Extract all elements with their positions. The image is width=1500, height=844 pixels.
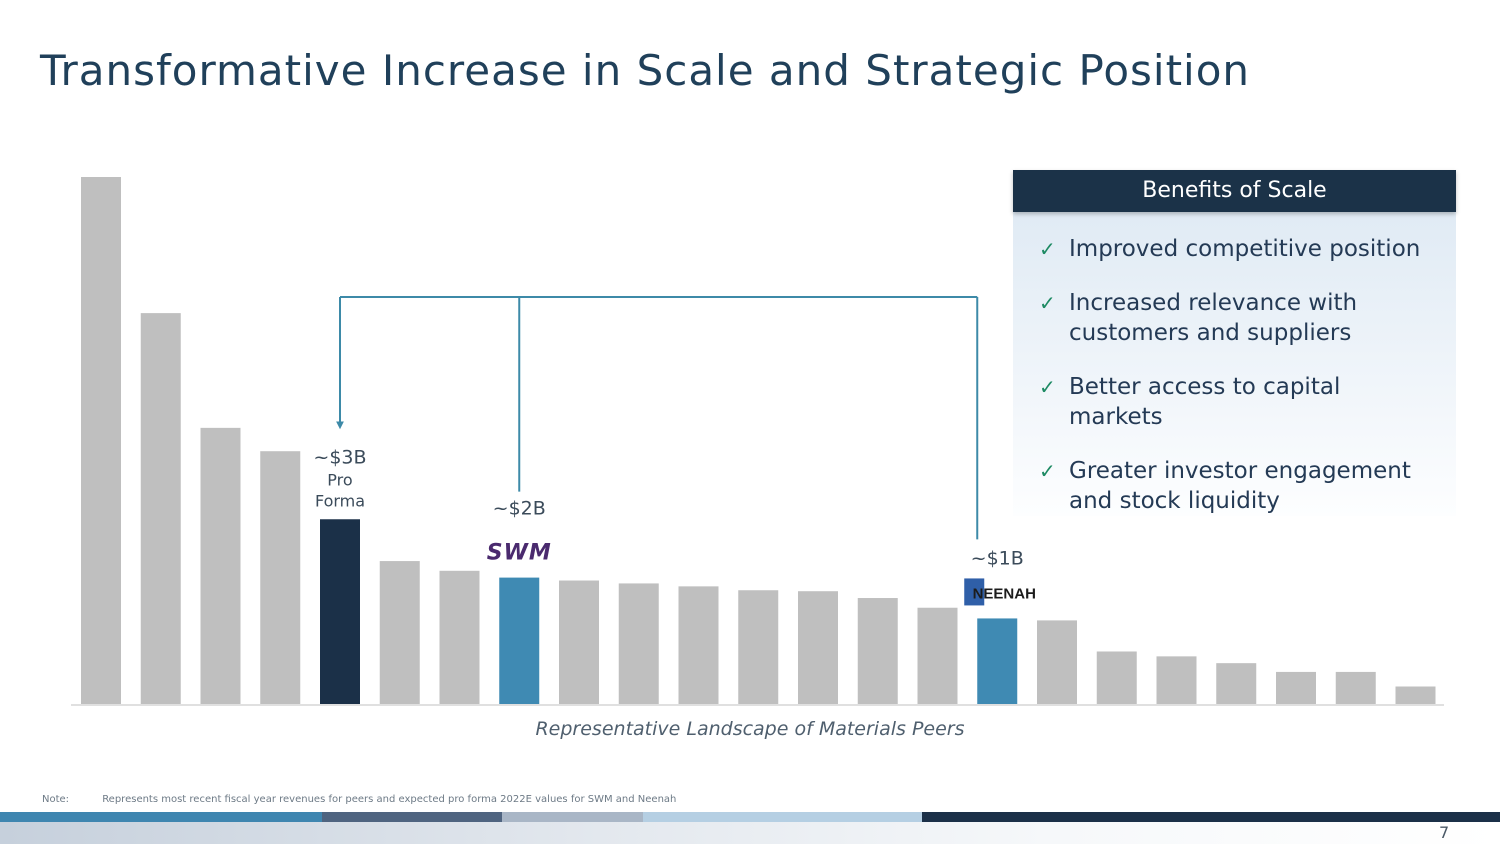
- bar-peer-2: [140, 313, 181, 704]
- bar-sublabel: Forma: [315, 491, 365, 510]
- bar-pro-forma: [320, 519, 360, 704]
- benefit-text: Better access to capital markets: [1069, 374, 1341, 430]
- benefit-item: ✓ Increased relevance with customers and…: [1039, 288, 1456, 348]
- bar-neenah: [977, 618, 1018, 704]
- footer-texture: [0, 822, 1500, 844]
- bar-peer-21: [1276, 671, 1316, 704]
- footer-band-segment: [0, 812, 322, 822]
- benefit-item: ✓ Improved competitive position: [1039, 234, 1456, 264]
- connector-arrows: [336, 296, 979, 540]
- bar-peer-4: [260, 451, 301, 704]
- bar-peer-11: [678, 586, 719, 704]
- benefit-text: Improved competitive position: [1069, 236, 1421, 262]
- slide-title: Transformative Increase in Scale and Str…: [40, 46, 1251, 95]
- bar-sublabel: Pro: [327, 470, 352, 489]
- neenah-logo: NEENAH: [973, 585, 1036, 602]
- bar-value-label: ~$2B: [493, 498, 546, 520]
- bars-layer: [81, 177, 1436, 704]
- footnote-text: Represents most recent fiscal year reven…: [102, 794, 677, 805]
- bar-peer-23: [1395, 686, 1436, 704]
- bar-peer-7: [439, 570, 480, 704]
- bar-peer-12: [738, 590, 779, 704]
- benefits-header: Benefits of Scale: [1013, 170, 1456, 212]
- bar-peer-14: [857, 598, 898, 704]
- footer-band-segment: [643, 812, 922, 822]
- bar-peer-13: [798, 591, 838, 704]
- bar-peer-19: [1156, 656, 1197, 704]
- swm-logo: SWM: [487, 541, 552, 566]
- bar-peer-20: [1216, 663, 1257, 704]
- benefit-item: ✓ Better access to capital markets: [1039, 372, 1456, 432]
- bar-peer-1: [81, 177, 121, 704]
- page-number: 7: [1439, 823, 1450, 842]
- check-icon: ✓: [1039, 459, 1056, 483]
- bar-value-label: ~$1B: [971, 547, 1024, 569]
- neenah-logo-mark: [964, 578, 985, 606]
- check-icon: ✓: [1039, 237, 1056, 261]
- bar-annotations: ~$3B Pro Forma ~$2B SWM ~$1B NEENAH: [313, 446, 1036, 606]
- bar-peer-9: [559, 580, 599, 704]
- check-icon: ✓: [1039, 375, 1056, 399]
- peer-revenue-chart: ~$3B Pro Forma ~$2B SWM ~$1B NEENAH Representa…: [71, 177, 1444, 740]
- check-icon: ✓: [1039, 291, 1056, 315]
- bar-peer-15: [917, 607, 958, 704]
- benefits-panel: Benefits of Scale ✓ Improved competitive…: [1013, 170, 1456, 516]
- benefit-text: Greater investor engagement and stock li…: [1069, 458, 1411, 514]
- bar-peer-22: [1335, 671, 1376, 704]
- footnote: Note: Represents most recent fiscal year…: [42, 794, 676, 805]
- benefit-text: Increased relevance with customers and s…: [1069, 290, 1358, 346]
- bar-peer-10: [618, 583, 659, 704]
- footnote-label: Note:: [42, 794, 70, 805]
- bar-swm: [499, 577, 540, 704]
- bar-peer-18: [1096, 651, 1137, 704]
- bar-value-label: ~$3B: [313, 446, 366, 468]
- benefit-item: ✓ Greater investor engagement and stock …: [1039, 456, 1456, 516]
- footer-band-segment: [502, 812, 643, 822]
- bar-peer-6: [379, 561, 420, 704]
- bar-peer-17: [1037, 620, 1077, 704]
- x-axis-label: Representative Landscape of Materials Pe…: [535, 718, 964, 740]
- footer-band-segment: [322, 812, 502, 822]
- benefits-list: ✓ Improved competitive position ✓ Increa…: [1013, 212, 1456, 516]
- footer-band-segment: [922, 812, 1500, 822]
- bar-peer-3: [200, 427, 241, 704]
